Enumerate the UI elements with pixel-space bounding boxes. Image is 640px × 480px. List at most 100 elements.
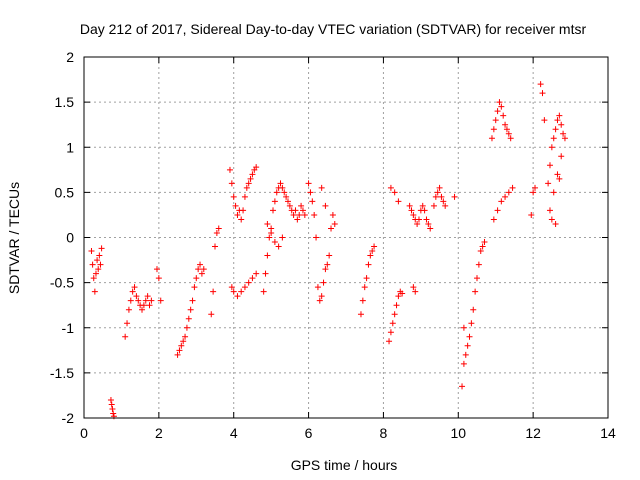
data-point bbox=[546, 207, 553, 214]
data-point bbox=[316, 297, 323, 304]
y-axis-title: SDTVAR / TECUs bbox=[6, 182, 22, 294]
data-point bbox=[464, 342, 471, 349]
data-point bbox=[135, 297, 142, 304]
data-point bbox=[240, 207, 247, 214]
data-point bbox=[245, 279, 252, 286]
chart-title: Day 212 of 2017, Sidereal Day-to-day VTE… bbox=[80, 21, 587, 37]
data-point bbox=[294, 216, 301, 223]
data-point bbox=[503, 126, 510, 133]
data-point bbox=[363, 275, 370, 282]
data-point bbox=[253, 270, 260, 277]
data-point bbox=[139, 306, 146, 313]
data-point bbox=[185, 315, 192, 322]
data-point bbox=[479, 243, 486, 250]
data-point bbox=[148, 297, 155, 304]
data-point bbox=[541, 117, 548, 124]
data-point bbox=[552, 220, 559, 227]
data-point bbox=[309, 198, 316, 205]
data-point bbox=[432, 193, 439, 200]
data-point bbox=[198, 270, 205, 277]
data-point bbox=[546, 162, 553, 169]
data-point bbox=[550, 189, 557, 196]
data-point bbox=[430, 202, 437, 209]
data-point bbox=[174, 351, 181, 358]
data-point bbox=[109, 405, 116, 412]
data-point bbox=[490, 216, 497, 223]
data-point bbox=[155, 275, 162, 282]
data-point bbox=[500, 112, 507, 119]
data-point bbox=[472, 288, 479, 295]
data-point bbox=[415, 216, 422, 223]
data-point bbox=[475, 261, 482, 268]
data-point bbox=[554, 117, 561, 124]
data-point bbox=[324, 261, 331, 268]
data-point bbox=[245, 180, 252, 187]
data-point bbox=[468, 320, 475, 327]
x-tick-label: 0 bbox=[80, 425, 88, 441]
data-point bbox=[328, 225, 335, 232]
data-point bbox=[359, 297, 366, 304]
y-tick-label: -0.5 bbox=[50, 275, 74, 291]
data-point bbox=[502, 121, 509, 128]
data-point bbox=[142, 297, 149, 304]
data-point bbox=[365, 261, 372, 268]
data-point bbox=[238, 288, 245, 295]
data-point bbox=[277, 180, 284, 187]
data-point bbox=[322, 266, 329, 273]
data-point bbox=[412, 288, 419, 295]
y-tick-label: -1.5 bbox=[50, 365, 74, 381]
data-point bbox=[230, 193, 237, 200]
data-point bbox=[298, 202, 305, 209]
data-point bbox=[98, 245, 105, 252]
data-point bbox=[110, 410, 117, 417]
data-point bbox=[241, 284, 248, 291]
data-point bbox=[153, 266, 160, 273]
data-point bbox=[129, 288, 136, 295]
data-point bbox=[389, 320, 396, 327]
data-point bbox=[505, 189, 512, 196]
data-point bbox=[241, 193, 248, 200]
data-point bbox=[442, 202, 449, 209]
data-point bbox=[505, 130, 512, 137]
data-point bbox=[273, 189, 280, 196]
data-point bbox=[314, 284, 321, 291]
data-point bbox=[234, 211, 241, 218]
data-point bbox=[264, 252, 271, 259]
data-point bbox=[558, 153, 565, 160]
data-point bbox=[556, 175, 563, 182]
data-point bbox=[537, 81, 544, 88]
data-point bbox=[286, 202, 293, 209]
data-point bbox=[488, 135, 495, 142]
x-tick-label: 14 bbox=[600, 425, 616, 441]
data-point bbox=[539, 90, 546, 97]
data-point bbox=[387, 184, 394, 191]
data-point bbox=[427, 225, 434, 232]
data-point bbox=[460, 360, 467, 367]
data-point bbox=[496, 99, 503, 106]
data-point bbox=[386, 338, 393, 345]
data-point bbox=[296, 211, 303, 218]
data-point bbox=[474, 275, 480, 282]
grid bbox=[84, 57, 608, 418]
data-point bbox=[178, 342, 185, 349]
data-point bbox=[451, 193, 458, 200]
data-point bbox=[391, 189, 398, 196]
data-point bbox=[271, 239, 278, 246]
data-point bbox=[436, 184, 443, 191]
data-point bbox=[108, 401, 115, 408]
data-point bbox=[95, 266, 102, 273]
data-point bbox=[466, 333, 473, 340]
data-point bbox=[290, 211, 297, 218]
data-point bbox=[197, 261, 204, 268]
data-point bbox=[195, 266, 202, 273]
data-point bbox=[283, 193, 290, 200]
data-point bbox=[395, 293, 402, 300]
data-point bbox=[322, 202, 329, 209]
data-point bbox=[481, 239, 488, 246]
data-point bbox=[438, 193, 445, 200]
data-point bbox=[528, 211, 535, 218]
data-point bbox=[284, 198, 291, 205]
data-point bbox=[361, 284, 368, 291]
x-tick-label: 8 bbox=[380, 425, 388, 441]
data-point bbox=[421, 207, 428, 214]
